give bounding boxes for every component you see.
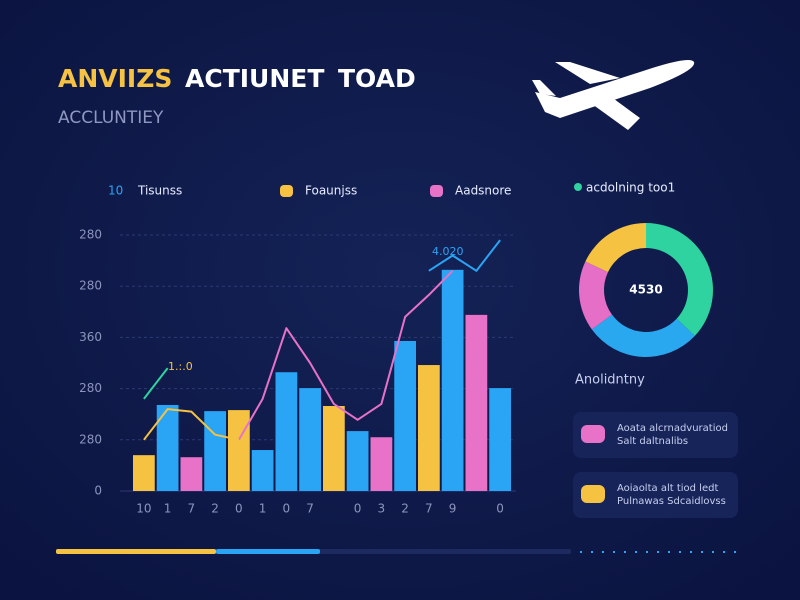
bar	[251, 450, 274, 491]
bar	[441, 269, 464, 491]
pie-title: acdolning too1	[586, 181, 675, 195]
bar	[133, 455, 155, 491]
annotation: 4.020	[432, 245, 464, 258]
bar	[394, 340, 416, 491]
card[interactable]: Aoiaolta alt tiod ledt Pulnawas Sdcaidlo…	[573, 472, 738, 518]
y-tick-label: 280	[79, 228, 102, 242]
x-tick-label: 10	[136, 502, 151, 516]
y-tick-label: 280	[79, 432, 102, 446]
pie-dot	[574, 183, 582, 191]
bar	[275, 372, 298, 491]
x-tick-label: 0	[496, 502, 504, 516]
progress-bar	[56, 549, 740, 554]
legend-label: Aadsnore	[455, 184, 511, 198]
title-b: ACTIUNET	[185, 64, 324, 93]
trend-line	[238, 270, 454, 441]
x-tick-label: 2	[211, 502, 219, 516]
subtitle: ACCLUNTIEY	[58, 108, 164, 128]
legend-swatch	[280, 185, 293, 197]
pie-slice	[646, 223, 713, 336]
card-icon	[581, 425, 605, 443]
pie-slice	[591, 314, 695, 357]
pie-slice	[578, 261, 613, 330]
trend-line	[428, 239, 501, 272]
x-tick-label: 3	[378, 502, 386, 516]
bar	[180, 457, 203, 491]
x-tick-label: 7	[188, 502, 196, 516]
pie-center-label: 4530	[629, 283, 662, 297]
progress-fill	[216, 549, 320, 554]
bar	[156, 404, 179, 491]
card-line: Salt daltnalibs	[617, 436, 688, 447]
x-tick-label: 2	[401, 502, 409, 516]
y-tick-label: 0	[94, 484, 102, 498]
bar	[204, 411, 226, 491]
bar	[489, 388, 511, 491]
card-bg	[573, 412, 738, 458]
x-tick-label: 7	[306, 502, 314, 516]
y-tick-label: 280	[79, 279, 102, 293]
card-line: Aoata alcrnadvuratiod	[617, 423, 728, 434]
panel-heading: Anolidntny	[575, 373, 645, 388]
bar	[418, 365, 440, 491]
y-tick-label: 360	[79, 330, 102, 344]
pie-slice	[585, 223, 646, 273]
x-tick-label: 0	[354, 502, 362, 516]
x-tick-label: 7	[425, 502, 433, 516]
title-a: ANVIIZS	[58, 64, 172, 93]
plane-icon	[532, 59, 695, 130]
bar	[323, 406, 345, 491]
card[interactable]: Aoata alcrnadvuratiod Salt daltnalibs	[573, 412, 738, 458]
title-c: TOAD	[338, 64, 416, 93]
x-tick-label: 1	[259, 502, 267, 516]
x-tick-label: 0	[283, 502, 291, 516]
x-tick-label: 9	[449, 502, 457, 516]
bar	[228, 410, 250, 491]
x-tick-label: 1	[164, 502, 172, 516]
card-icon	[581, 485, 605, 503]
legend-label: Tisunss	[137, 184, 182, 198]
bar	[370, 437, 393, 491]
trend-line	[143, 408, 240, 441]
legend-prefix: 10	[108, 184, 123, 198]
y-tick-label: 280	[79, 381, 102, 395]
bar	[346, 431, 369, 491]
trend-line	[143, 367, 169, 400]
bar	[299, 388, 321, 491]
progress-fill	[56, 549, 216, 554]
x-tick-label: 0	[235, 502, 243, 516]
card-line: Pulnawas Sdcaidlovss	[617, 496, 726, 507]
card-line: Aoiaolta alt tiod ledt	[617, 483, 718, 494]
card-bg	[573, 472, 738, 518]
legend-label: Foaunjss	[305, 184, 357, 198]
legend-swatch	[430, 185, 443, 197]
bar	[465, 314, 488, 491]
annotation: 1.:.0	[168, 360, 193, 373]
